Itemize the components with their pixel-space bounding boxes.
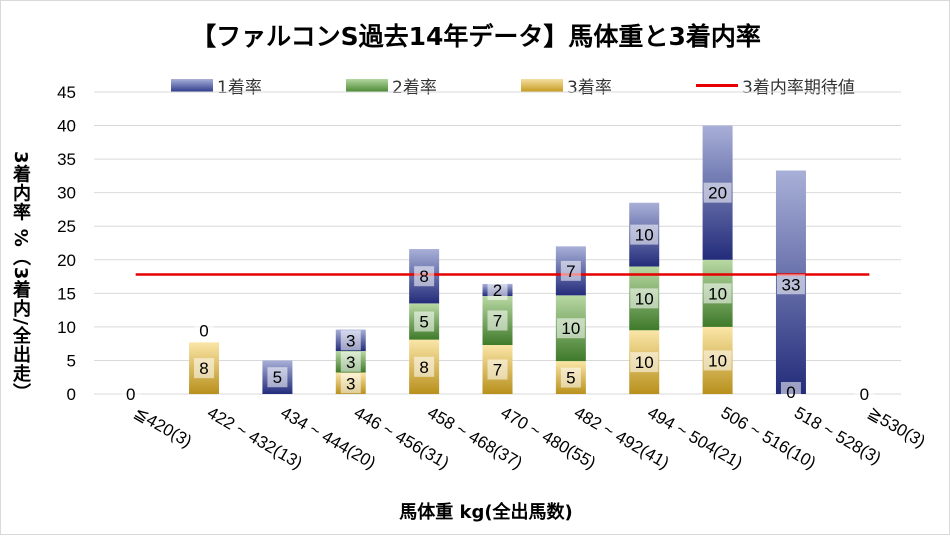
data-label: 0: [199, 321, 208, 340]
y-tick-label: 45: [57, 83, 76, 102]
data-label-bg: [780, 382, 801, 402]
y-tick-label: 20: [57, 251, 76, 270]
data-label-bg: [703, 350, 732, 371]
chart-title: 【ファルコンS過去14年データ】馬体重と3着内率: [191, 22, 761, 51]
data-label: 5: [419, 313, 428, 332]
data-label: 10: [635, 289, 654, 308]
data-label: 7: [493, 361, 502, 380]
data-label-bg: [414, 266, 435, 287]
data-label: 20: [708, 184, 727, 203]
x-tick-label: ≦420(3): [131, 403, 195, 451]
data-label: 7: [493, 312, 502, 331]
y-tick-label: 5: [67, 351, 76, 370]
data-label-bg: [487, 359, 508, 380]
y-tick-label: 25: [57, 217, 76, 236]
data-label: 3: [346, 374, 355, 393]
data-label-bg: [414, 311, 435, 332]
data-label: 8: [419, 267, 428, 286]
y-tick-label: 15: [57, 284, 76, 303]
data-label-bg: [194, 320, 215, 341]
data-label-bg: [487, 310, 508, 331]
legend-swatch-1st: [171, 78, 213, 92]
data-label-bg: [630, 224, 659, 245]
data-label: 2: [493, 281, 502, 300]
x-tick-label: ≧530(3): [864, 403, 928, 451]
data-label-bg: [194, 358, 215, 379]
data-label: 10: [561, 319, 580, 338]
data-label: 0: [126, 385, 135, 404]
y-tick-label: 35: [57, 150, 76, 169]
data-label: 3: [346, 331, 355, 350]
y-tick-label: 30: [57, 184, 76, 203]
data-label-bg: [340, 373, 361, 394]
data-label-bg: [560, 260, 581, 281]
y-tick-label: 10: [57, 318, 76, 337]
data-label: 5: [273, 368, 282, 387]
legend-swatch-3rd: [521, 78, 563, 92]
y-axis-label: 3着内率 %（3着内/全出走）: [10, 151, 31, 402]
data-label: 5: [566, 369, 575, 388]
data-label: 0: [860, 385, 869, 404]
data-label: 8: [199, 359, 208, 378]
data-label-bg: [487, 279, 508, 300]
data-label: 8: [419, 358, 428, 377]
data-label-bg: [120, 384, 141, 404]
legend-line-expected: [696, 83, 738, 87]
data-label: 33: [781, 275, 800, 294]
y-tick-label: 40: [57, 117, 76, 136]
data-label: 0: [786, 383, 795, 402]
data-label-bg: [776, 274, 805, 295]
data-label-bg: [854, 384, 875, 404]
data-label-bg: [267, 367, 288, 388]
data-label-bg: [630, 288, 659, 309]
data-label: 10: [635, 226, 654, 245]
data-label: 10: [635, 353, 654, 372]
data-label: 10: [708, 284, 727, 303]
data-label: 10: [708, 351, 727, 370]
x-axis-label: 馬体重 kg(全出馬数): [399, 502, 573, 523]
data-label: 7: [566, 262, 575, 281]
data-label-bg: [556, 318, 585, 339]
data-label-bg: [703, 283, 732, 304]
data-label-bg: [630, 352, 659, 373]
data-label-bg: [560, 367, 581, 388]
data-label-bg: [414, 356, 435, 377]
legend-swatch-2nd: [346, 78, 388, 92]
data-label-bg: [340, 351, 361, 372]
data-label: 3: [346, 353, 355, 372]
data-label-bg: [340, 330, 361, 351]
y-tick-label: 0: [67, 385, 76, 404]
data-label-bg: [703, 182, 732, 203]
